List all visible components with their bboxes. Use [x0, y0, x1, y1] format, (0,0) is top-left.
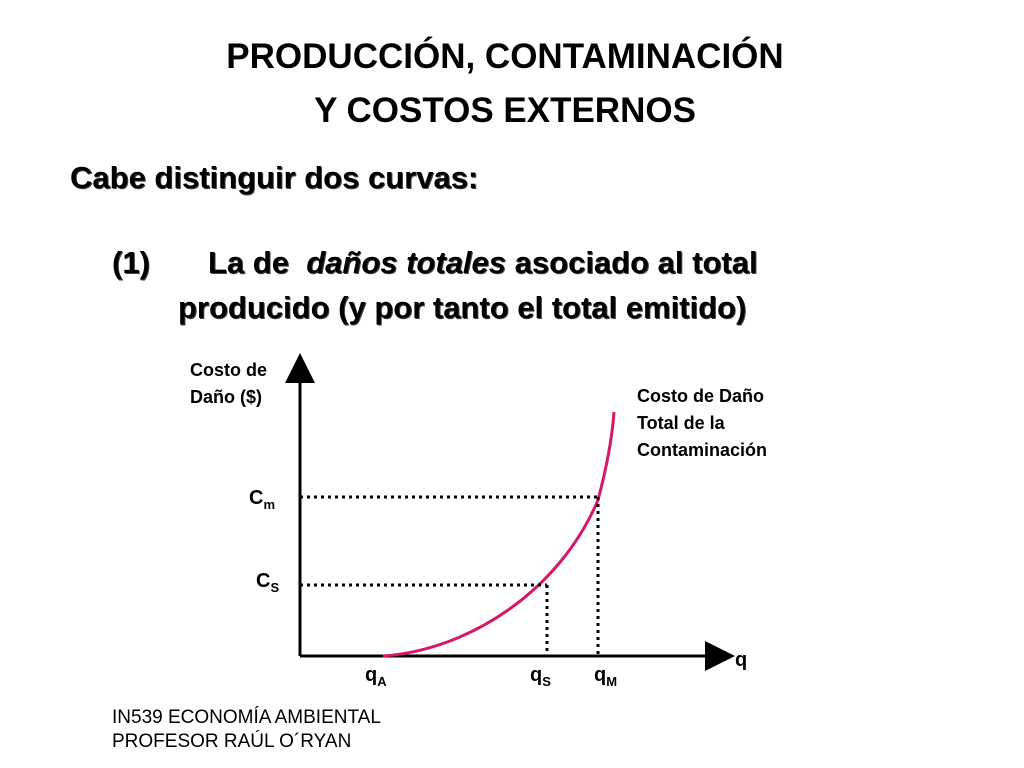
cm-marker: Cm — [249, 487, 275, 512]
bullet-number: (1) — [112, 245, 150, 280]
y-axis-label-line1: Costo de — [190, 360, 267, 380]
qa-marker-sub: A — [377, 674, 387, 689]
qs-marker: qS — [530, 664, 551, 689]
bullet-point-1: (1) La de daños totales asociado al total… — [112, 240, 758, 330]
cm-marker-sub: m — [263, 497, 275, 512]
slide-footer: IN539 ECONOMÍA AMBIENTAL PROFESOR RAÚL O… — [112, 706, 381, 754]
qm-marker-base: q — [594, 664, 606, 686]
qs-marker-base: q — [530, 664, 542, 686]
cm-marker-base: C — [249, 487, 263, 509]
qm-marker: qM — [594, 664, 617, 689]
bullet-text-line2: producido (y por tanto el total emitido) — [178, 290, 747, 325]
cs-marker-base: C — [256, 570, 270, 592]
total-damage-curve — [382, 411, 616, 658]
slide-title-line1: PRODUCCIÓN, CONTAMINACIÓN — [226, 37, 784, 76]
cs-marker-sub: S — [270, 580, 279, 595]
footer-course: IN539 ECONOMÍA AMBIENTAL — [112, 707, 381, 728]
qs-marker-sub: S — [542, 674, 551, 689]
bullet-text-after: asociado al total — [514, 245, 758, 280]
x-axis-label: q — [735, 649, 747, 671]
slide-title: PRODUCCIÓN, CONTAMINACIÓN Y COSTOS EXTER… — [0, 30, 1010, 138]
curve-label-line1: Costo de Daño — [637, 386, 764, 406]
curve-label-line3: Contaminación — [637, 440, 767, 460]
qa-marker: qA — [365, 664, 387, 689]
bullet-text-before: La de — [208, 245, 289, 280]
y-axis-label-line2: Daño ($) — [190, 387, 262, 407]
qa-marker-base: q — [365, 664, 377, 686]
slide-title-line2: Y COSTOS EXTERNOS — [314, 91, 696, 130]
cs-marker: CS — [256, 570, 279, 595]
footer-professor: PROFESOR RAÚL O´RYAN — [112, 731, 352, 752]
curve-label-line2: Total de la — [637, 413, 726, 433]
qm-marker-sub: M — [606, 674, 617, 689]
bullet-text-italic: daños totales — [306, 245, 507, 280]
slide-subtitle: Cabe distinguir dos curvas: — [70, 160, 479, 195]
